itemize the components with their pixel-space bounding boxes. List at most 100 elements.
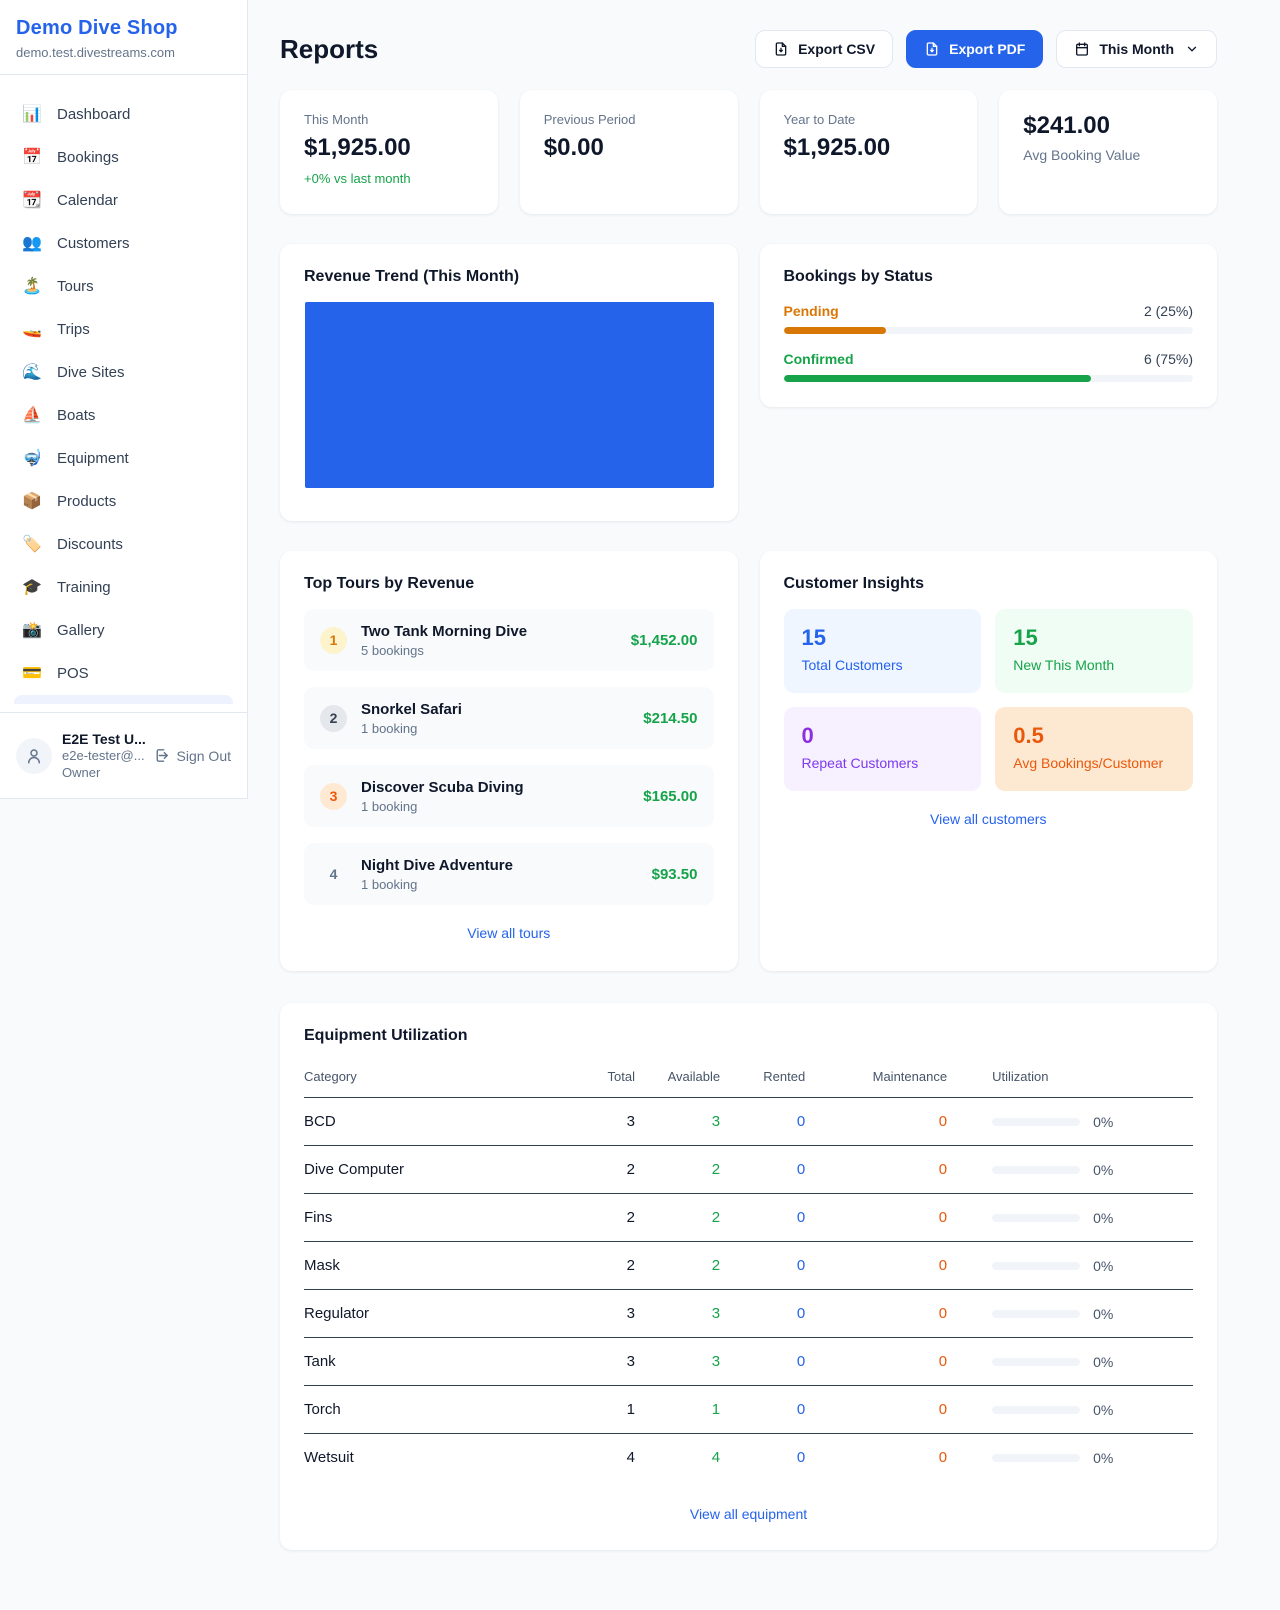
view-all-equipment-link[interactable]: View all equipment (689, 1505, 808, 1522)
sidebar-item-products[interactable]: 📦 Products (8, 480, 239, 523)
period-select[interactable]: This Month (1056, 30, 1217, 68)
status-bar-fill (783, 375, 1091, 382)
sidebar-item-bookings[interactable]: 📅 Bookings (8, 136, 239, 179)
cell-total: 3 (549, 1289, 635, 1338)
sidebar-item-boats[interactable]: ⛵ Boats (8, 394, 239, 437)
diving-mask-icon: 🤿 (22, 449, 42, 467)
sidebar-item-training[interactable]: 🎓 Training (8, 566, 239, 609)
view-all-tours-link[interactable]: View all tours (467, 925, 551, 941)
sidebar-item-pos[interactable]: 💳 POS (8, 652, 239, 695)
user-role: Owner (62, 764, 101, 780)
customer-insights-card: Customer Insights 15 Total Customers 15 … (759, 551, 1217, 971)
col-header-category: Category (304, 1063, 550, 1098)
insights-row: Top Tours by Revenue 1 Two Tank Morning … (280, 551, 1217, 971)
shop-domain: demo.test.divestreams.com (16, 45, 175, 60)
utilization-percent: 0% (1093, 1161, 1114, 1178)
cell-rented: 0 (720, 1241, 806, 1290)
sidebar-item-gallery[interactable]: 📸 Gallery (8, 609, 239, 652)
utilization-bar (992, 1213, 1081, 1222)
top-tours-title: Top Tours by Revenue (304, 575, 475, 592)
user-meta: E2E Test U... e2e-tester@... Owner (62, 730, 146, 781)
cell-total: 2 (549, 1241, 635, 1290)
top-tours-card: Top Tours by Revenue 1 Two Tank Morning … (280, 551, 738, 971)
stat-value: $1,925.00 (783, 134, 891, 161)
file-download-icon (926, 42, 938, 56)
col-header-total: Total (549, 1063, 635, 1098)
person-icon (28, 748, 40, 763)
sign-out-button[interactable]: Sign Out (153, 747, 231, 764)
user-name: E2E Test U... (62, 730, 146, 747)
stats-row: This Month $1,925.00 +0% vs last month P… (280, 90, 1217, 214)
cell-category: Dive Computer (304, 1145, 550, 1194)
stat-label: This Month (304, 112, 369, 127)
equipment-table-header: Category Total Available Rented Maintena… (304, 1063, 1193, 1098)
tour-name: Discover Scuba Diving (361, 778, 524, 796)
tour-revenue: $93.50 (651, 865, 698, 883)
cell-maintenance: 0 (805, 1241, 948, 1290)
stat-delta: +0% vs last month (304, 171, 411, 186)
cell-available: 3 (635, 1337, 721, 1386)
utilization-bar (992, 1357, 1081, 1366)
page-title: Reports (280, 33, 379, 64)
utilization-bar (992, 1453, 1081, 1462)
sidebar-item-label: Training (57, 579, 111, 596)
tour-row: 1 Two Tank Morning Dive 5 bookings $1,45… (304, 609, 714, 671)
rank-badge: 1 (320, 626, 347, 654)
stat-label: Previous Period (543, 112, 636, 127)
cell-rented: 0 (796, 1449, 806, 1467)
sidebar-item-label: Dashboard (57, 106, 131, 123)
customers-icon: 👥 (22, 234, 42, 252)
main-content: Reports Export CSV Export PDF This Month… (248, 0, 1280, 1550)
table-row: BCD 3 3 0 0 0% (304, 1097, 1193, 1146)
sidebar-item-dive-sites[interactable]: 🌊 Dive Sites (8, 351, 239, 394)
cell-maintenance: 0 (938, 1449, 948, 1467)
header-actions: Export CSV Export PDF This Month (755, 30, 1217, 68)
tour-row: 2 Snorkel Safari 1 booking $214.50 (304, 687, 714, 749)
sidebar-item-discounts[interactable]: 🏷️ Discounts (8, 523, 239, 566)
status-label: Confirmed (783, 351, 854, 367)
cell-available: 1 (635, 1385, 721, 1434)
cell-rented: 0 (720, 1385, 806, 1434)
sidebar-item-trips[interactable]: 🚤 Trips (8, 308, 239, 351)
export-csv-label: Export CSV (798, 41, 876, 57)
sidebar-item-label: Customers (57, 235, 130, 252)
tour-revenue: $1,452.00 (630, 631, 698, 649)
export-pdf-button[interactable]: Export PDF (906, 30, 1044, 68)
tour-row: 4 Night Dive Adventure 1 booking $93.50 (304, 843, 714, 905)
insight-tile-total-customers: 15 Total Customers (783, 609, 982, 693)
cell-category: Wetsuit (304, 1449, 354, 1467)
equipment-table: Category Total Available Rented Maintena… (304, 1063, 1193, 1482)
sidebar-item-dashboard[interactable]: 📊 Dashboard (8, 93, 239, 136)
export-csv-button[interactable]: Export CSV (755, 30, 894, 68)
insight-label: Total Customers (801, 657, 903, 673)
sidebar-item-reports-partial[interactable] (14, 695, 233, 704)
sidebar-item-calendar[interactable]: 📆 Calendar (8, 179, 239, 222)
insight-label: New This Month (1013, 657, 1115, 673)
cell-total: 2 (549, 1145, 635, 1194)
sidebar-item-label: Products (57, 493, 117, 510)
wave-icon: 🌊 (22, 363, 42, 381)
utilization-percent: 0% (1093, 1401, 1114, 1418)
col-header-maintenance: Maintenance (805, 1063, 948, 1098)
sidebar-item-equipment[interactable]: 🤿 Equipment (8, 437, 239, 480)
view-all-customers-link[interactable]: View all customers (930, 811, 1047, 827)
sidebar-item-customers[interactable]: 👥 Customers (8, 222, 239, 265)
stat-label: Year to Date (783, 112, 856, 127)
utilization-bar (992, 1309, 1081, 1318)
export-pdf-label: Export PDF (949, 41, 1026, 57)
cell-rented: 0 (720, 1145, 806, 1194)
sidebar-item-label: Bookings (57, 149, 119, 166)
equipment-utilization-card: Equipment Utilization Category Total Ava… (280, 1003, 1217, 1550)
cell-available: 2 (635, 1145, 721, 1194)
calendar-outline-icon (1076, 42, 1089, 56)
insight-label: Avg Bookings/Customer (1013, 755, 1164, 771)
sidebar-item-tours[interactable]: 🏝️ Tours (8, 265, 239, 308)
sidebar-item-label: Tours (57, 278, 94, 295)
utilization-bar (992, 1261, 1081, 1270)
cell-available: 3 (635, 1097, 721, 1146)
utilization-percent: 0% (1093, 1113, 1114, 1130)
stat-card-previous-period: Previous Period $0.00 (519, 90, 738, 214)
cell-category: Tank (304, 1337, 550, 1386)
cell-maintenance: 0 (805, 1145, 948, 1194)
tour-bookings: 1 booking (361, 876, 418, 892)
